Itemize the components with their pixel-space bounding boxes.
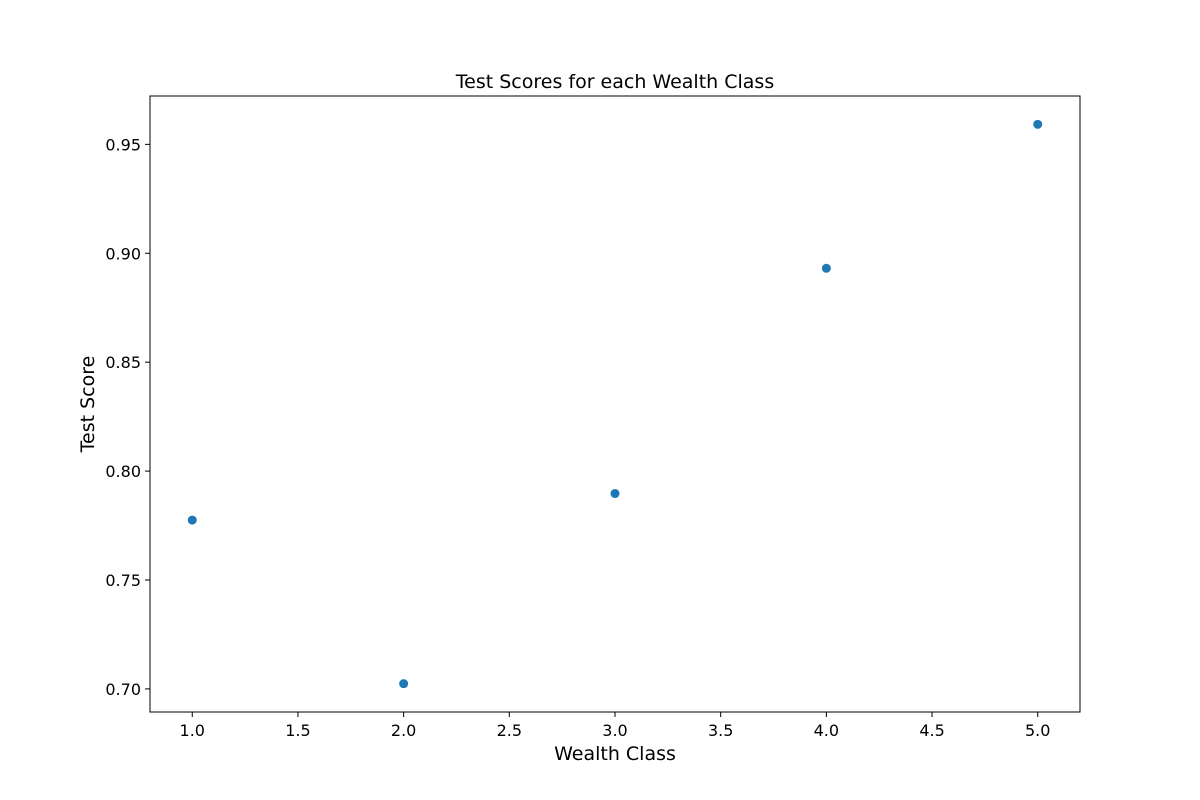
x-tick-label: 5.0: [1025, 721, 1050, 740]
x-tick-label: 3.5: [708, 721, 733, 740]
x-axis-label: Wealth Class: [554, 743, 676, 765]
x-tick-label: 3.0: [602, 721, 627, 740]
x-tick-label: 4.5: [919, 721, 944, 740]
data-point: [1033, 119, 1043, 129]
y-axis-label: Test Score: [77, 356, 99, 454]
data-point: [187, 515, 197, 525]
data-point: [399, 679, 409, 689]
ticks-layer: 1.0 1.5 2.0 2.5 3.0 3.5 4.0 4.5 5.0 0.70 0.75 0.80 0…: [105, 135, 1050, 740]
x-tick-label: 1.5: [285, 721, 310, 740]
y-tick-label: 0.75: [105, 571, 141, 590]
plot-area-frame: [149, 95, 1081, 713]
y-tick-label: 0.95: [105, 135, 141, 154]
x-tick-label: 1.0: [180, 721, 205, 740]
x-tick-label: 2.5: [497, 721, 522, 740]
y-tick-label: 0.90: [105, 244, 141, 263]
y-tick-label: 0.80: [105, 462, 141, 481]
data-point: [821, 263, 831, 273]
y-tick-label: 0.70: [105, 680, 141, 699]
x-tick-label: 2.0: [391, 721, 416, 740]
data-point: [610, 489, 620, 499]
chart-title: Test Scores for each Wealth Class: [455, 71, 774, 93]
points-layer: [187, 119, 1043, 689]
y-tick-label: 0.85: [105, 353, 141, 372]
x-tick-label: 4.0: [814, 721, 839, 740]
